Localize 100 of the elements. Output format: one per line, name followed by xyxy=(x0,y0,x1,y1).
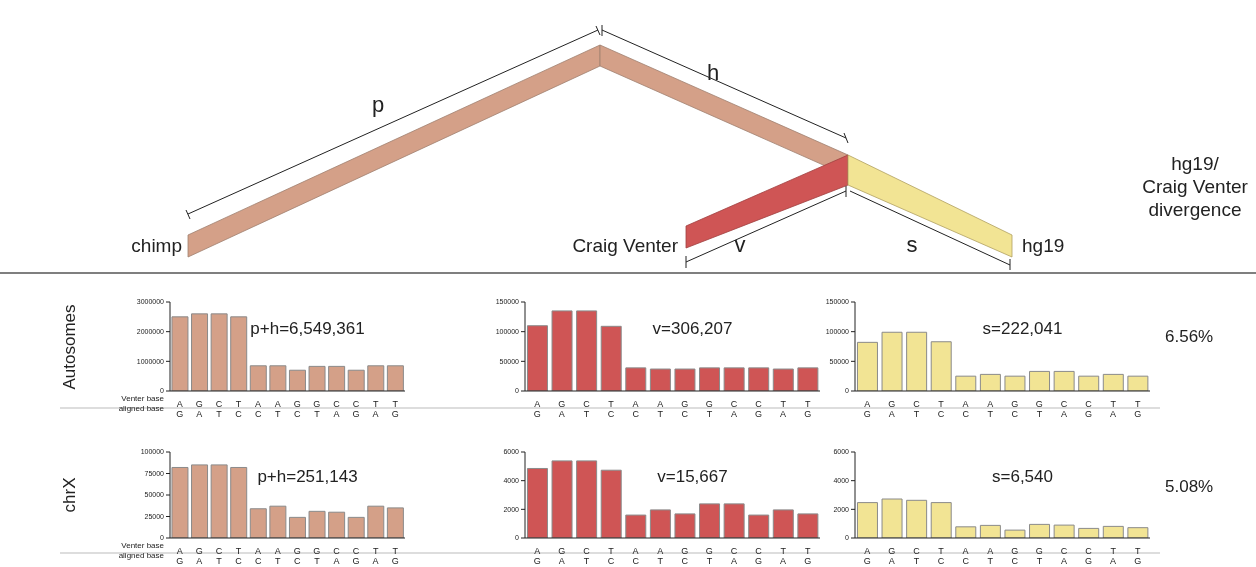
bar xyxy=(249,365,267,391)
x-tick-label: T A xyxy=(372,399,379,419)
bar xyxy=(328,511,346,538)
x-tick-label: A G xyxy=(176,546,184,566)
x-tick-label: T C xyxy=(607,399,615,419)
bar xyxy=(269,505,287,538)
bar xyxy=(674,368,696,391)
bar xyxy=(723,367,745,391)
x-tick-label: C A xyxy=(333,399,341,419)
x-tick-label: G C xyxy=(681,399,689,419)
bar xyxy=(308,365,326,391)
bar xyxy=(1078,527,1100,538)
x-tick-label: A C xyxy=(254,546,262,566)
text: 5.08% xyxy=(1165,477,1214,497)
bar xyxy=(955,375,977,391)
bar xyxy=(230,466,248,538)
bar xyxy=(288,369,306,391)
bar xyxy=(748,367,770,391)
x-tick-label: G T xyxy=(705,546,713,566)
text: 6.56% xyxy=(1165,327,1214,347)
bar xyxy=(171,466,189,538)
x-tick-label: A G xyxy=(533,546,541,566)
y-axis-title: chrX xyxy=(60,477,80,513)
bar xyxy=(930,502,952,538)
x-tick-label: T G xyxy=(1134,546,1142,566)
bar xyxy=(551,310,573,391)
bar xyxy=(979,524,1001,538)
x-tick-label: A C xyxy=(254,399,262,419)
bar xyxy=(1102,373,1124,391)
x-tick-label: C T xyxy=(583,546,591,566)
annotation: p+h=6,549,361 xyxy=(250,318,365,339)
x-tick-label: A G xyxy=(176,399,184,419)
x-tick-label: T C xyxy=(937,546,945,566)
bar xyxy=(979,373,1001,391)
x-tick-label: A T xyxy=(274,399,281,419)
x-tick-label: C G xyxy=(1085,546,1093,566)
bar xyxy=(699,503,721,538)
bar xyxy=(171,316,189,391)
x-tick-label: T A xyxy=(780,399,787,419)
bar xyxy=(906,499,928,538)
x-tick-label: G T xyxy=(705,399,713,419)
x-tick-label: C G xyxy=(352,546,360,566)
bar xyxy=(699,367,721,391)
text: Venter base xyxy=(121,541,164,551)
bar xyxy=(269,365,287,391)
bar xyxy=(386,365,404,391)
bar xyxy=(797,367,819,391)
x-tick-label: T G xyxy=(804,399,812,419)
bar xyxy=(625,367,647,391)
annotation: s=222,041 xyxy=(982,318,1063,339)
bar xyxy=(856,502,878,538)
bar xyxy=(1029,523,1051,538)
x-tick-label: G A xyxy=(888,546,896,566)
bar xyxy=(328,365,346,391)
bar xyxy=(625,514,647,538)
bar xyxy=(881,498,903,538)
text: Craig Venter xyxy=(572,235,679,256)
bar xyxy=(249,508,267,538)
bar xyxy=(526,325,548,391)
x-tick-label: G T xyxy=(1035,399,1043,419)
x-tick-label: T G xyxy=(391,399,399,419)
x-tick-label: A T xyxy=(987,399,994,419)
text: s xyxy=(906,232,918,257)
x-tick-label: C G xyxy=(755,546,763,566)
bar xyxy=(347,369,365,391)
x-tick-label: T A xyxy=(1110,399,1117,419)
x-tick-label: T G xyxy=(1134,399,1142,419)
bar xyxy=(288,516,306,538)
x-tick-label: A T xyxy=(657,399,664,419)
x-tick-label: C A xyxy=(730,546,738,566)
x-tick-label: T C xyxy=(937,399,945,419)
bar xyxy=(191,464,209,538)
x-tick-label: G C xyxy=(681,546,689,566)
x-tick-label: T C xyxy=(235,546,243,566)
x-tick-label: C T xyxy=(583,399,591,419)
bar xyxy=(930,341,952,391)
bar xyxy=(674,513,696,538)
annotation: s=6,540 xyxy=(992,467,1053,487)
bar xyxy=(881,331,903,391)
bar xyxy=(367,365,385,391)
text: p xyxy=(371,92,385,117)
bar xyxy=(600,469,622,538)
x-tick-label: A T xyxy=(274,546,281,566)
bar xyxy=(1053,524,1075,538)
x-tick-label: C G xyxy=(755,399,763,419)
text: hg19 xyxy=(1022,235,1065,256)
x-tick-label: G C xyxy=(293,546,302,566)
bar xyxy=(1102,525,1124,538)
text: aligned base xyxy=(118,404,164,414)
bar xyxy=(600,325,622,391)
text: Venter base xyxy=(121,394,164,404)
bar xyxy=(772,368,794,391)
bar xyxy=(576,460,598,538)
x-tick-label: T C xyxy=(235,399,243,419)
x-tick-label: A G xyxy=(863,399,871,419)
x-tick-label: A T xyxy=(987,546,994,566)
x-tick-label: C T xyxy=(215,546,223,566)
x-tick-label: G T xyxy=(1035,546,1043,566)
bar xyxy=(1127,375,1149,391)
bar xyxy=(576,310,598,391)
